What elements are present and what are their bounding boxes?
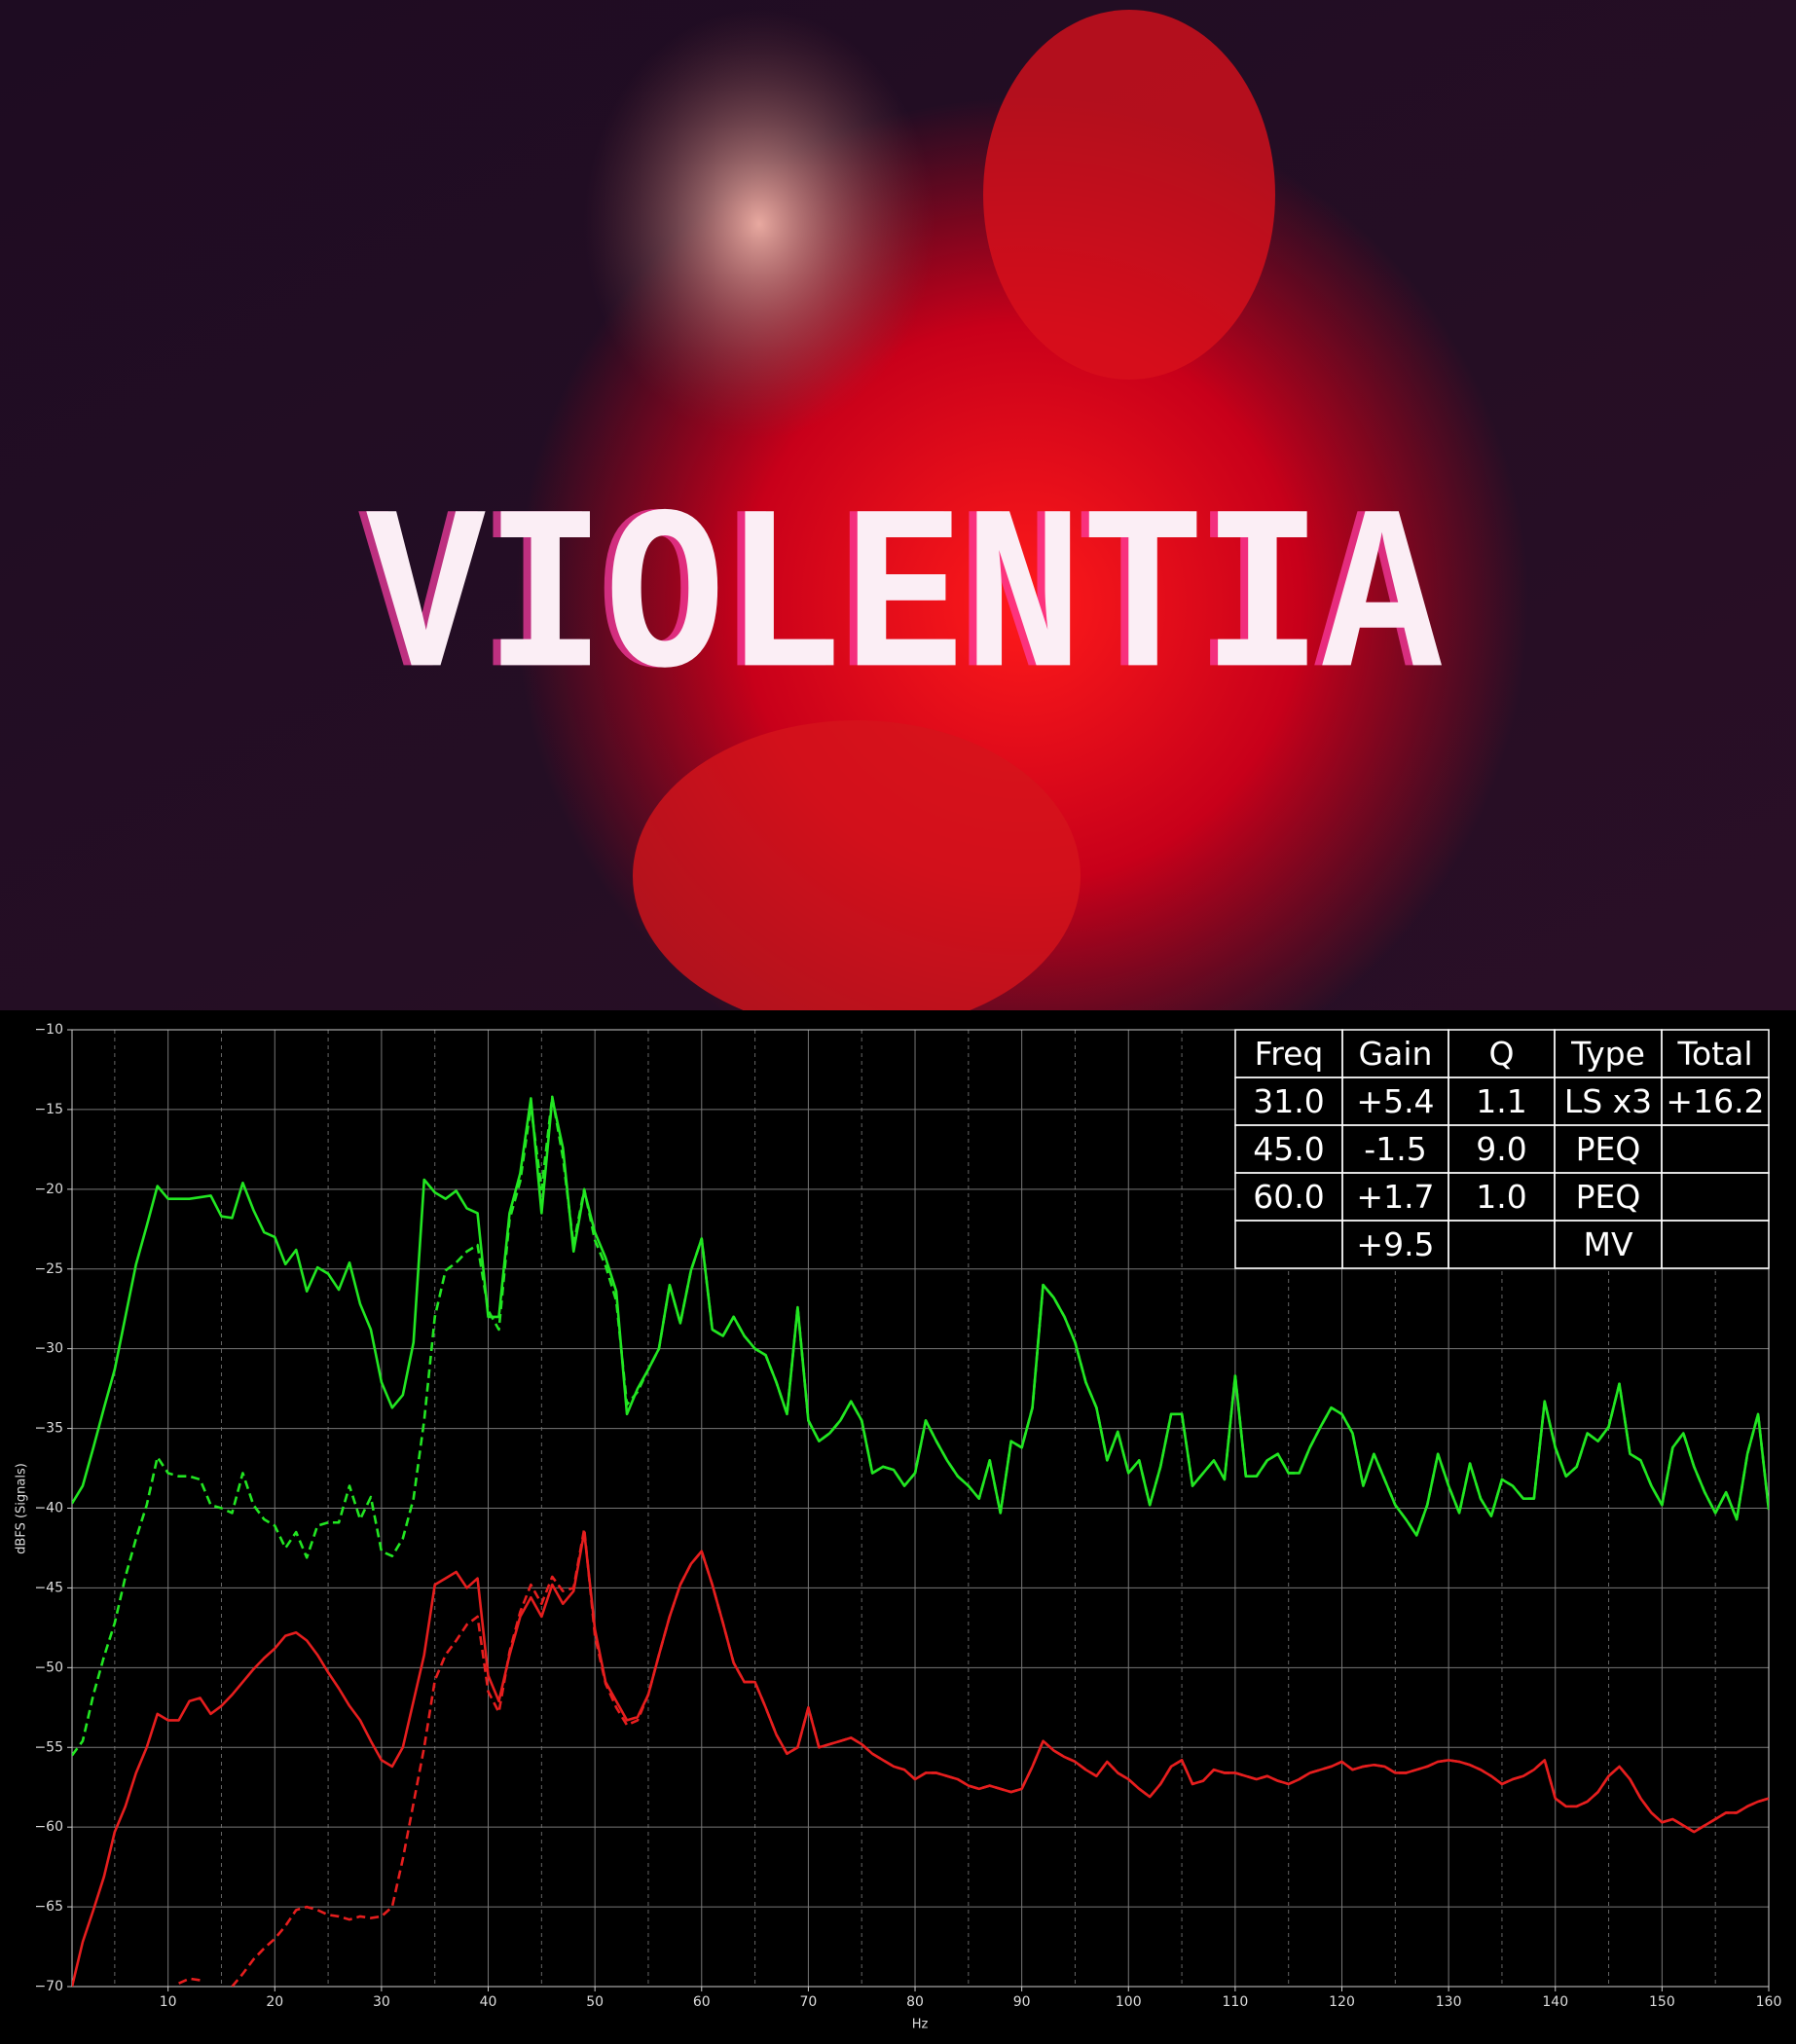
figure <box>584 10 935 438</box>
y-tick-label: −25 <box>34 1261 63 1277</box>
y-tick-label: −30 <box>34 1341 63 1357</box>
table-background <box>1235 1030 1769 1268</box>
y-tick-label: −10 <box>34 1022 63 1038</box>
x-tick-label: 30 <box>373 1994 390 2010</box>
table-value: 31.0 <box>1253 1082 1324 1120</box>
poster: VIOLENTIA VIOLENTIA <box>0 0 1796 1110</box>
table-value: 60.0 <box>1253 1178 1324 1216</box>
series-group <box>72 1095 1769 1987</box>
table-value: -1.5 <box>1364 1130 1426 1168</box>
figure <box>633 720 1081 1032</box>
y-tick-label: −55 <box>34 1739 63 1755</box>
x-tick-label: 80 <box>906 1994 924 2010</box>
y-tick-label: −15 <box>34 1102 63 1117</box>
table-header: Q <box>1489 1035 1515 1073</box>
x-tick-label: 60 <box>693 1994 711 2010</box>
x-tick-label: 110 <box>1223 1994 1249 2010</box>
table-value: +16.2 <box>1666 1082 1764 1120</box>
x-tick-label: 130 <box>1436 1994 1462 2010</box>
table-cell <box>1661 1220 1770 1269</box>
table-value: 1.1 <box>1476 1082 1526 1120</box>
table-value: MV <box>1583 1225 1632 1263</box>
y-axis-label: dBFS (Signals) <box>15 1463 29 1554</box>
table-header: Total <box>1676 1035 1752 1073</box>
y-tick-label: −20 <box>34 1182 63 1197</box>
table-value: 45.0 <box>1253 1130 1324 1168</box>
y-tick-label: −45 <box>34 1580 63 1595</box>
table-header: Gain <box>1359 1035 1433 1073</box>
series-line <box>178 1527 1769 1987</box>
x-tick-label: 50 <box>586 1994 604 2010</box>
y-tick-label: −60 <box>34 1819 63 1835</box>
table-value: 9.0 <box>1476 1130 1526 1168</box>
y-tick-label: −50 <box>34 1660 63 1675</box>
x-tick-label: 150 <box>1649 1994 1675 2010</box>
x-tick-label: 90 <box>1013 1994 1031 2010</box>
title-shadow: VIOLENTIA <box>358 471 1435 736</box>
table-value: +1.7 <box>1356 1178 1434 1216</box>
y-tick-label: −65 <box>34 1899 63 1915</box>
y-tick-label: −70 <box>34 1979 63 1994</box>
eq-table: Freq Gain Q Type Total 31.0 +5.4 1.1 LS x3 +16.2 4… <box>1234 1029 1770 1269</box>
y-tick-label: −40 <box>34 1501 63 1516</box>
x-axis-label: Hz <box>912 2018 929 2032</box>
x-tick-label: 140 <box>1542 1994 1568 2010</box>
x-tick-label: 70 <box>799 1994 817 2010</box>
x-tick-label: 40 <box>480 1994 497 2010</box>
x-tick-label: 20 <box>266 1994 283 2010</box>
table-header: Type <box>1570 1035 1645 1073</box>
figure <box>983 10 1275 380</box>
series-line <box>72 1095 1769 1757</box>
poster-title: VIOLENTIA <box>366 471 1443 736</box>
table-value: +5.4 <box>1356 1082 1434 1120</box>
x-tick-label: 10 <box>160 1994 177 2010</box>
x-tick-label: 100 <box>1116 1994 1142 2010</box>
x-tick-label: 120 <box>1329 1994 1355 2010</box>
y-tick-label: −35 <box>34 1421 63 1437</box>
table-value: LS x3 <box>1564 1082 1652 1120</box>
table-value: PEQ <box>1576 1178 1641 1216</box>
table-value: 1.0 <box>1476 1178 1526 1216</box>
table-header: Freq <box>1255 1035 1324 1073</box>
x-tick-label: 160 <box>1756 1994 1782 2010</box>
table-value: +9.5 <box>1356 1225 1434 1263</box>
table-value: PEQ <box>1576 1130 1641 1168</box>
